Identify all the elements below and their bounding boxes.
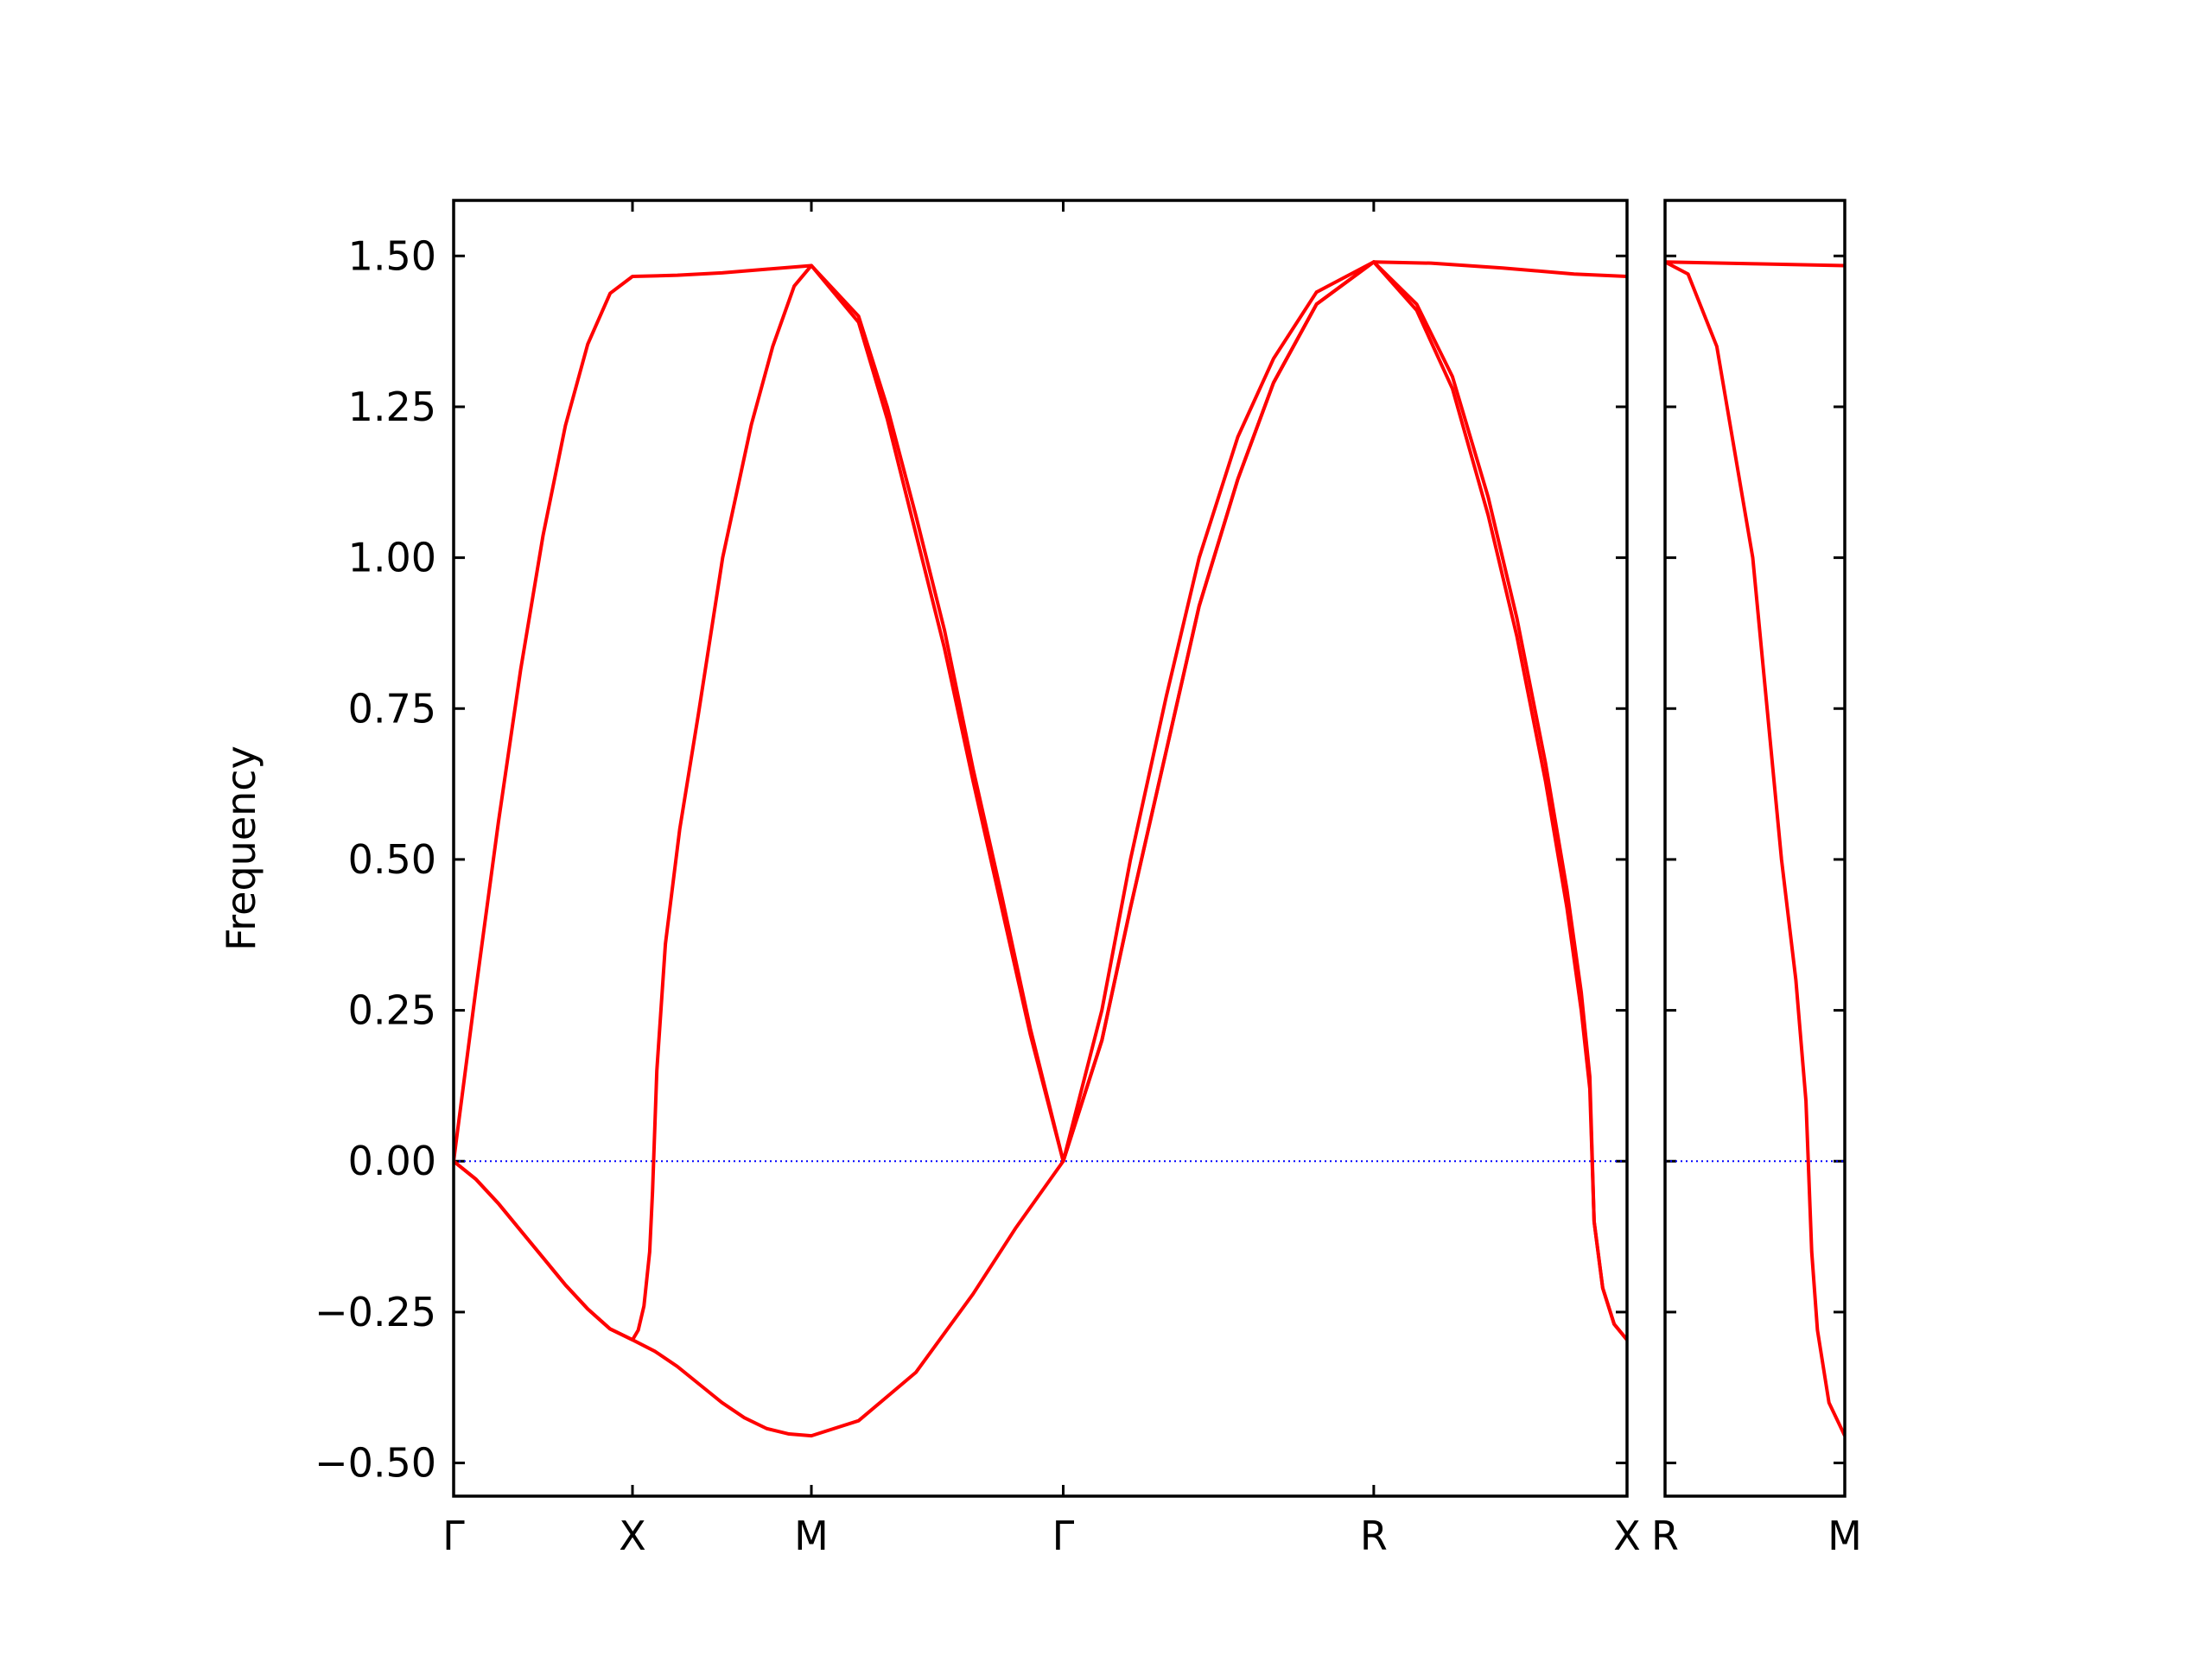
- x-tick-label: R: [1651, 1513, 1679, 1559]
- band-line: [1665, 260, 1845, 1437]
- band-line: [454, 260, 1627, 1342]
- x-tick-label: Γ: [442, 1513, 465, 1559]
- x-tick-label: M: [1827, 1513, 1862, 1559]
- y-tick-label: 0.50: [348, 836, 436, 883]
- x-tick-label: R: [1360, 1513, 1388, 1559]
- y-tick-label: 0.75: [348, 685, 436, 732]
- x-tick-label: X: [1613, 1513, 1641, 1559]
- x-tick-label: X: [619, 1513, 646, 1559]
- y-tick-label: 1.50: [348, 232, 436, 279]
- plot-frame: [1663, 199, 1847, 1498]
- band-line: [454, 260, 1627, 1164]
- y-tick-label: 1.00: [348, 535, 436, 581]
- y-tick-label: 0.25: [348, 987, 436, 1034]
- y-tick-label: 1.25: [348, 384, 436, 430]
- y-tick-label: −0.25: [315, 1289, 436, 1335]
- y-axis-label: Frequency: [218, 745, 264, 951]
- band-line: [1665, 260, 1845, 268]
- x-tick-label: M: [794, 1513, 829, 1559]
- x-tick-label: Γ: [1052, 1513, 1075, 1559]
- plot-frame: [452, 199, 1629, 1498]
- y-tick-label: 0.00: [348, 1138, 436, 1184]
- y-tick-label: −0.50: [315, 1440, 436, 1487]
